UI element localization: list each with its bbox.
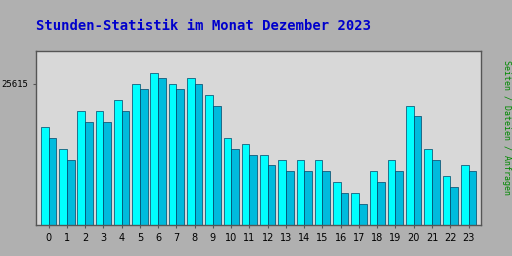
Bar — [224, 138, 231, 256]
Bar — [41, 127, 49, 256]
Bar — [304, 171, 312, 256]
Bar — [122, 111, 130, 256]
Bar — [195, 84, 202, 256]
Bar — [187, 78, 195, 256]
Bar — [333, 182, 340, 256]
Bar — [140, 89, 147, 256]
Bar — [177, 89, 184, 256]
Bar — [468, 171, 476, 256]
Bar — [323, 171, 330, 256]
Bar — [67, 160, 75, 256]
Bar — [461, 165, 468, 256]
Bar — [296, 160, 304, 256]
Bar — [242, 144, 249, 256]
Bar — [442, 176, 450, 256]
Bar — [213, 106, 221, 256]
Bar — [432, 160, 440, 256]
Bar — [414, 116, 421, 256]
Text: Seiten / Dateien / Anfragen: Seiten / Dateien / Anfragen — [502, 60, 511, 196]
Bar — [388, 160, 395, 256]
Bar — [103, 122, 111, 256]
Bar — [169, 84, 177, 256]
Bar — [279, 160, 286, 256]
Bar — [450, 187, 458, 256]
Bar — [424, 149, 432, 256]
Bar — [260, 155, 268, 256]
Bar — [286, 171, 293, 256]
Bar — [77, 111, 85, 256]
Bar — [359, 204, 367, 256]
Bar — [96, 111, 103, 256]
Bar — [268, 165, 275, 256]
Bar — [340, 193, 348, 256]
Bar — [158, 78, 166, 256]
Bar — [231, 149, 239, 256]
Bar — [249, 155, 257, 256]
Bar — [132, 84, 140, 256]
Bar — [151, 73, 158, 256]
Bar — [49, 138, 56, 256]
Bar — [85, 122, 93, 256]
Bar — [114, 100, 122, 256]
Bar — [406, 106, 414, 256]
Bar — [351, 193, 359, 256]
Bar — [205, 95, 213, 256]
Text: Stunden-Statistik im Monat Dezember 2023: Stunden-Statistik im Monat Dezember 2023 — [36, 19, 371, 33]
Bar — [315, 160, 323, 256]
Bar — [377, 182, 385, 256]
Bar — [370, 171, 377, 256]
Bar — [59, 149, 67, 256]
Bar — [395, 171, 403, 256]
